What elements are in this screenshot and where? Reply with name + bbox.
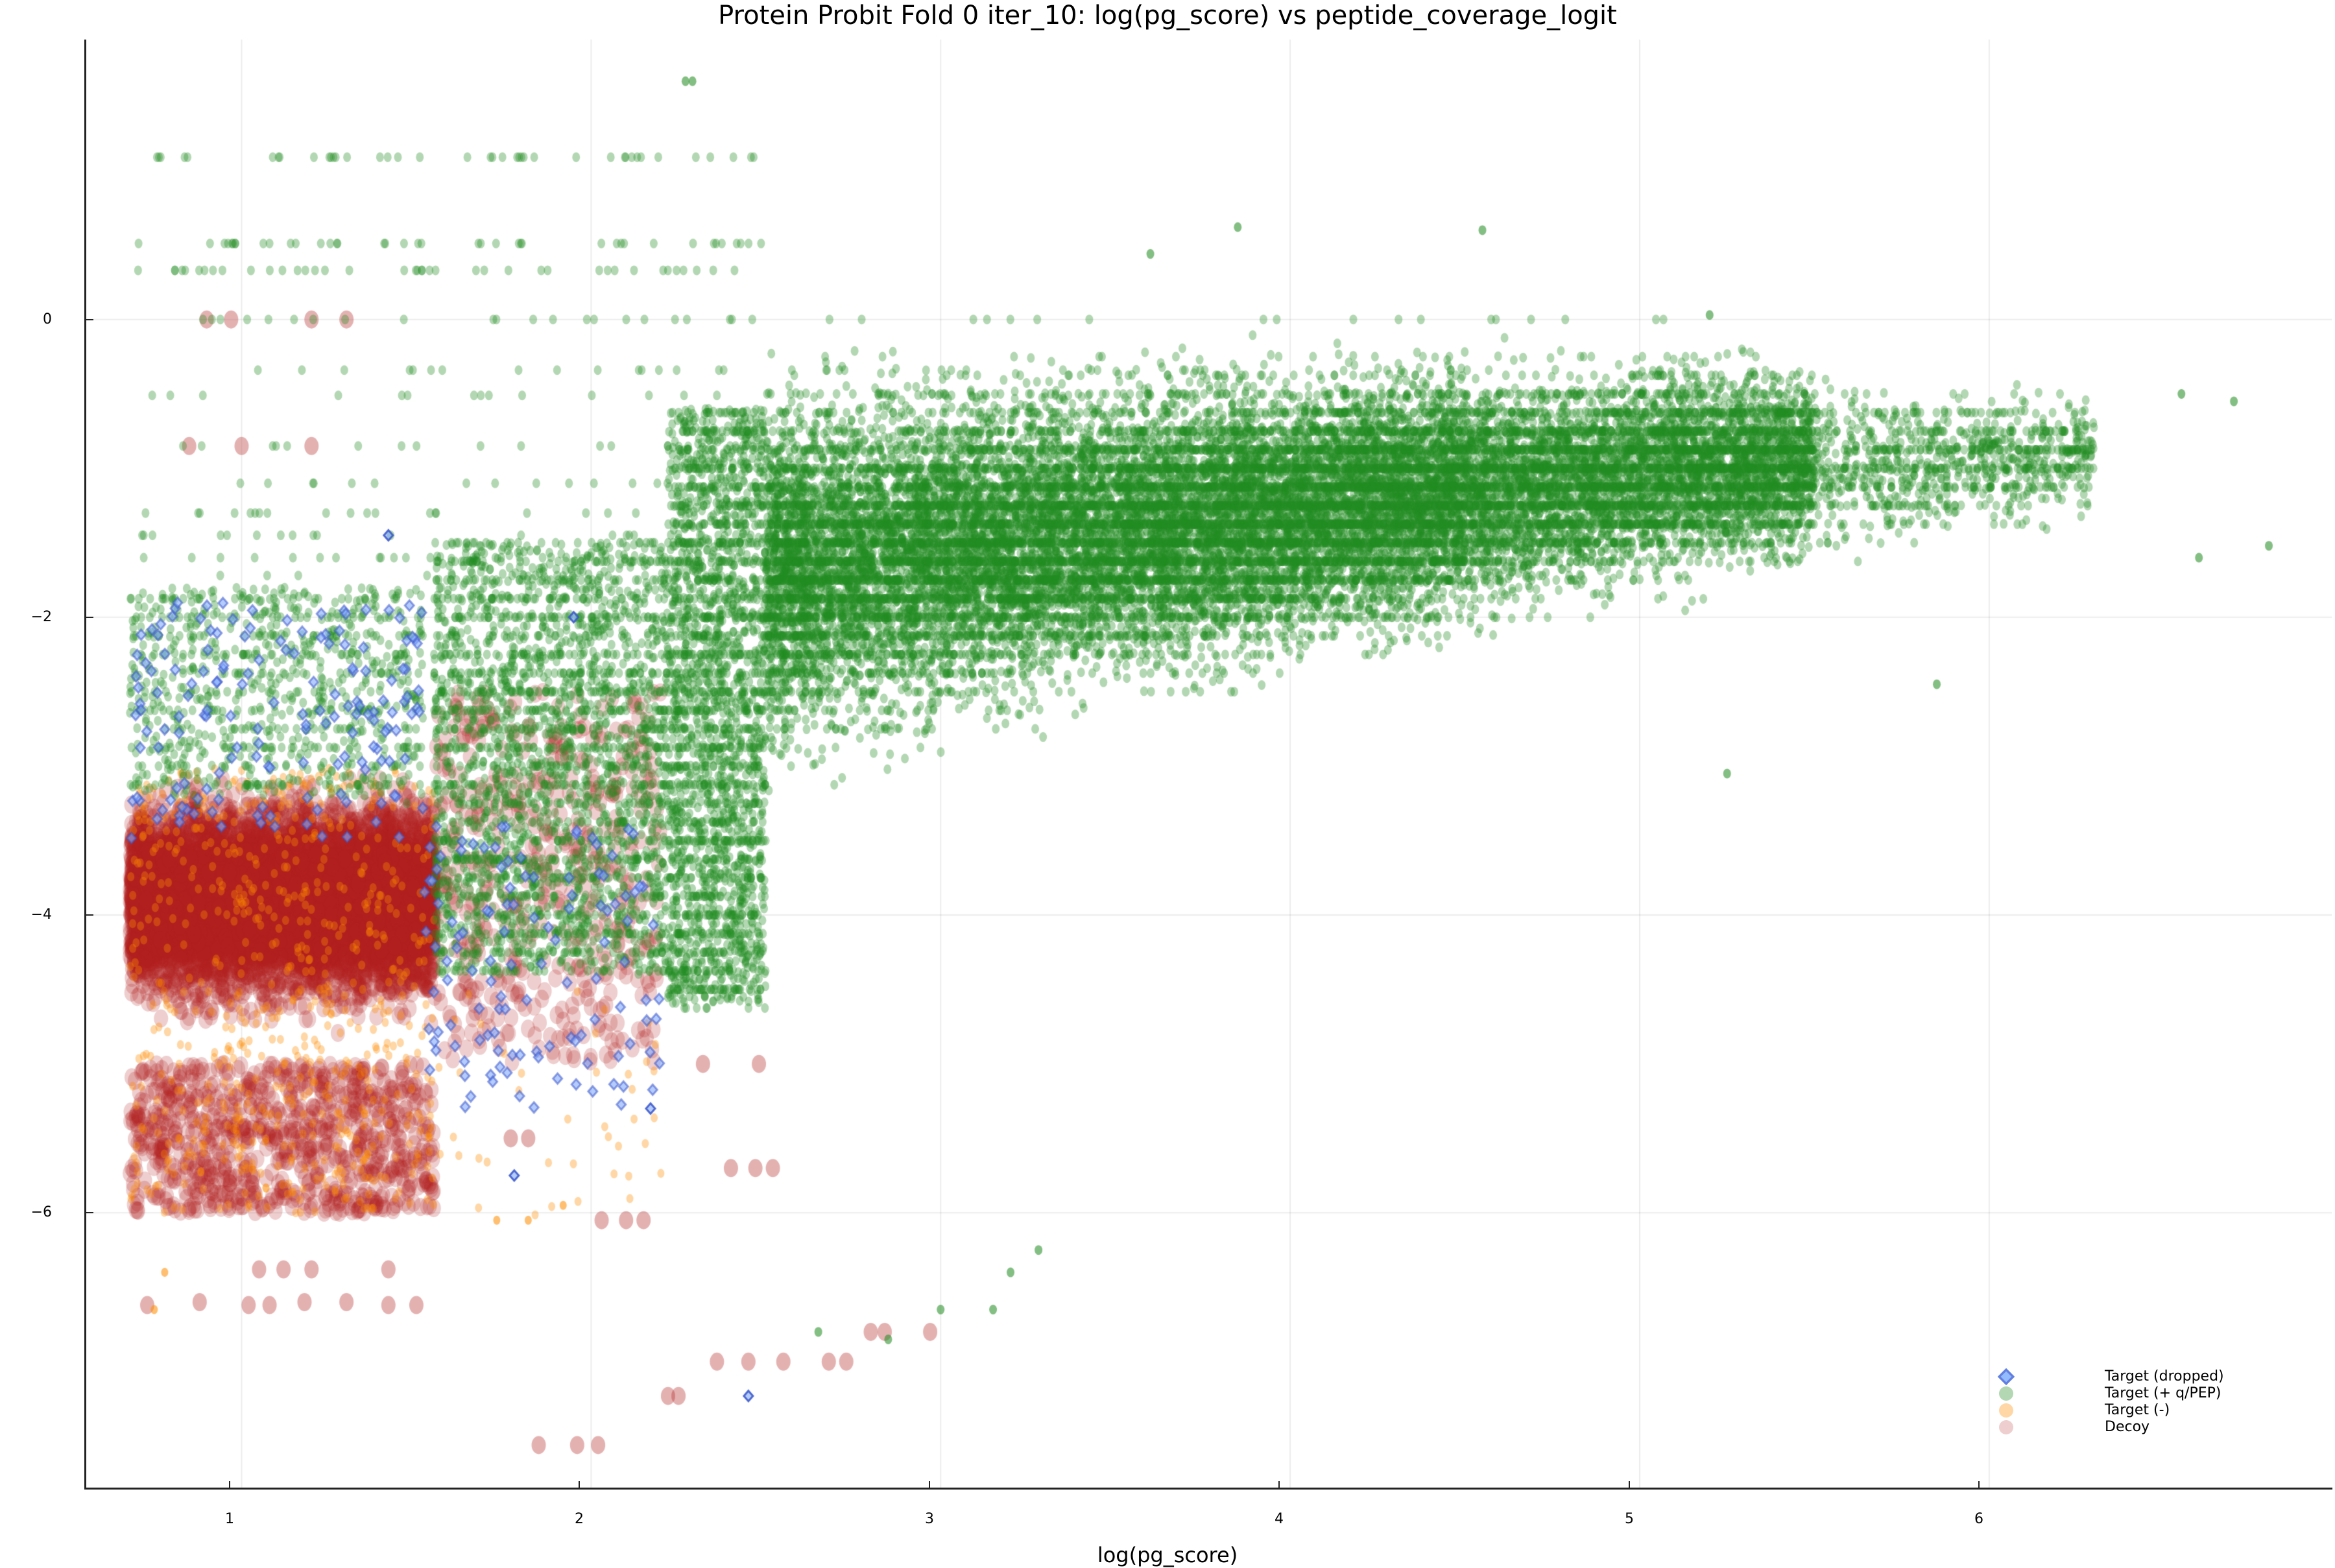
legend-item-target-dropped: Target (dropped) xyxy=(1991,1368,2264,1386)
x-tick-label: 6 xyxy=(1974,1511,1983,1527)
chart-title: Protein Probit Fold 0 iter_10: log(pg_sc… xyxy=(718,1,1617,30)
green-circle-marker-icon xyxy=(1999,1386,2013,1401)
x-tick-label: 3 xyxy=(925,1511,934,1527)
x-tick-mark xyxy=(579,1481,580,1488)
x-tick-mark xyxy=(929,1481,930,1488)
legend-label: Target (dropped) xyxy=(2105,1368,2224,1384)
scatter-canvas xyxy=(84,40,2332,1488)
x-tick-label: 5 xyxy=(1625,1511,1634,1527)
x-tick-label: 1 xyxy=(225,1511,234,1527)
y-tick-mark xyxy=(86,617,93,618)
x-tick-label: 4 xyxy=(1275,1511,1284,1527)
x-tick-label: 2 xyxy=(575,1511,584,1527)
y-tick-label: 0 xyxy=(43,311,52,327)
y-tick-label: −6 xyxy=(30,1204,52,1220)
x-tick-mark xyxy=(1278,1481,1280,1488)
decoy-circle-marker-icon xyxy=(1999,1420,2013,1434)
diamond-marker-icon xyxy=(1997,1368,2015,1386)
x-tick-mark xyxy=(229,1481,230,1488)
legend-label: Target (-) xyxy=(2105,1402,2170,1418)
plot-area xyxy=(84,40,2332,1488)
legend-item-decoy: Decoy xyxy=(1991,1419,2264,1436)
y-tick-mark xyxy=(86,1212,93,1213)
x-axis-label: log(pg_score) xyxy=(1097,1543,1238,1567)
legend-item-target-minus: Target (-) xyxy=(1991,1402,2264,1419)
x-tick-mark xyxy=(1629,1481,1630,1488)
orange-circle-marker-icon xyxy=(1999,1403,2013,1418)
legend-label: Target (+ q/PEP) xyxy=(2105,1385,2221,1401)
legend: Target (dropped) Target (+ q/PEP) Target… xyxy=(1991,1368,2264,1440)
x-axis-spine xyxy=(84,1488,2332,1490)
y-axis-spine xyxy=(84,40,86,1489)
y-tick-mark xyxy=(86,319,93,320)
legend-label: Decoy xyxy=(2105,1419,2150,1435)
x-tick-mark xyxy=(1978,1481,1980,1488)
y-tick-label: −2 xyxy=(30,609,52,625)
y-tick-label: −4 xyxy=(30,907,52,923)
legend-item-target-qpep: Target (+ q/PEP) xyxy=(1991,1385,2264,1402)
y-tick-mark xyxy=(86,914,93,916)
